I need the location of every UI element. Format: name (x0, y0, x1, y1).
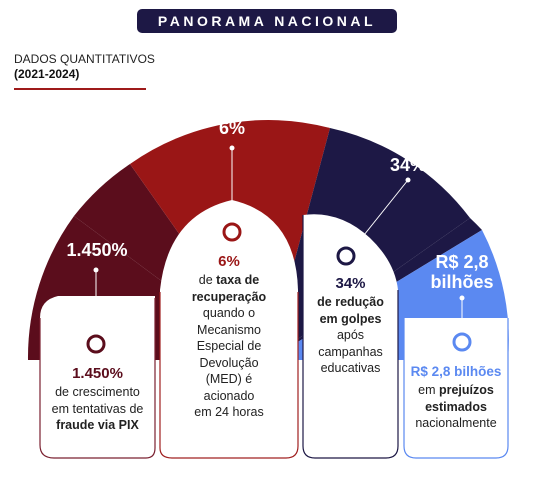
connector-dot-4 (459, 295, 465, 301)
card-3-line1: após (336, 328, 365, 342)
card-1-line3: fraude via PIX (56, 418, 139, 432)
card-1-line2: em tentativas de (51, 401, 144, 416)
card-2-line-a: de taxa de (160, 272, 298, 289)
card-2-value: 6% (218, 253, 240, 270)
card-bg-4 (404, 318, 508, 460)
connector-dot-1 (93, 267, 99, 273)
card-2-line8: em 24 horas (194, 405, 264, 419)
marker-ring-3 (336, 246, 356, 266)
arch-label-4: R$ 2,8 bilhões (414, 252, 510, 292)
card-4-bold2: estimados (425, 399, 487, 414)
arch-label-4-line2: bilhões (430, 272, 494, 292)
subtitle: DADOS QUANTITATIVOS (2021-2024) (14, 52, 155, 82)
card-4-line1: em (418, 383, 436, 397)
card-2-bold2: recuperação (191, 289, 267, 304)
connector-dot-3 (405, 177, 411, 183)
card-4-bold1: prejuízos (438, 383, 494, 397)
card-bg-1 (40, 296, 155, 460)
card-2-line4: Especial de (196, 339, 262, 353)
card-3-bold2: em golpes (319, 311, 382, 326)
card-2-line5: Devolução (199, 355, 259, 370)
arch-label-3: 34% (389, 155, 427, 175)
marker-ring-1 (86, 334, 106, 354)
card-bg-3 (303, 214, 398, 460)
header-banner: PANORAMA NACIONAL (137, 9, 397, 33)
card-1-line1: de crescimento (55, 385, 140, 399)
card-1: 1.450% de crescimento em tentativas de f… (40, 364, 155, 434)
card-2: 6% de taxa de recuperação quando o Mecan… (160, 252, 298, 421)
card-border-4 (403, 318, 509, 459)
card-bg-2 (160, 200, 298, 460)
arch-label-2: 6% (218, 118, 245, 138)
subtitle-years: (2021-2024) (14, 67, 80, 81)
card-2-line7: acionado (203, 388, 255, 403)
card-3: 34% de redução em golpes após campanhas … (303, 274, 398, 377)
subtitle-label: DADOS QUANTITATIVOS (14, 52, 155, 66)
subtitle-rule (14, 88, 146, 90)
card-4-line-a: em prejuízos (404, 382, 508, 399)
card-border-2 (159, 292, 299, 459)
card-3-bold1: de redução (317, 295, 384, 309)
card-3-line3: educativas (320, 361, 381, 375)
marker-ring-2 (222, 222, 242, 242)
card-2-line3: Mecanismo (197, 322, 261, 337)
card-2-bold1: taxa de (216, 273, 260, 287)
connector-3 (351, 179, 409, 251)
arch-label-1: 1.450% (66, 240, 128, 260)
card-4: R$ 2,8 bilhões em prejuízos estimados na… (404, 362, 508, 432)
card-2-line2: quando o (202, 306, 256, 320)
card-border-1 (39, 298, 156, 459)
card-2-line1: de (198, 273, 213, 287)
arch-label-4-line1: R$ 2,8 (435, 252, 489, 272)
card-border-3 (302, 215, 399, 459)
header-title: PANORAMA NACIONAL (157, 13, 377, 29)
card-4-value: R$ 2,8 bilhões (410, 364, 502, 379)
marker-ring-4 (452, 332, 472, 352)
card-4-line2: nacionalmente (415, 416, 497, 430)
card-3-line2: campanhas (318, 344, 383, 359)
card-3-value: 34% (335, 275, 366, 292)
card-2-line6: (MED) é (205, 372, 253, 386)
card-1-value: 1.450% (72, 365, 123, 382)
connector-dot-2 (229, 145, 235, 151)
